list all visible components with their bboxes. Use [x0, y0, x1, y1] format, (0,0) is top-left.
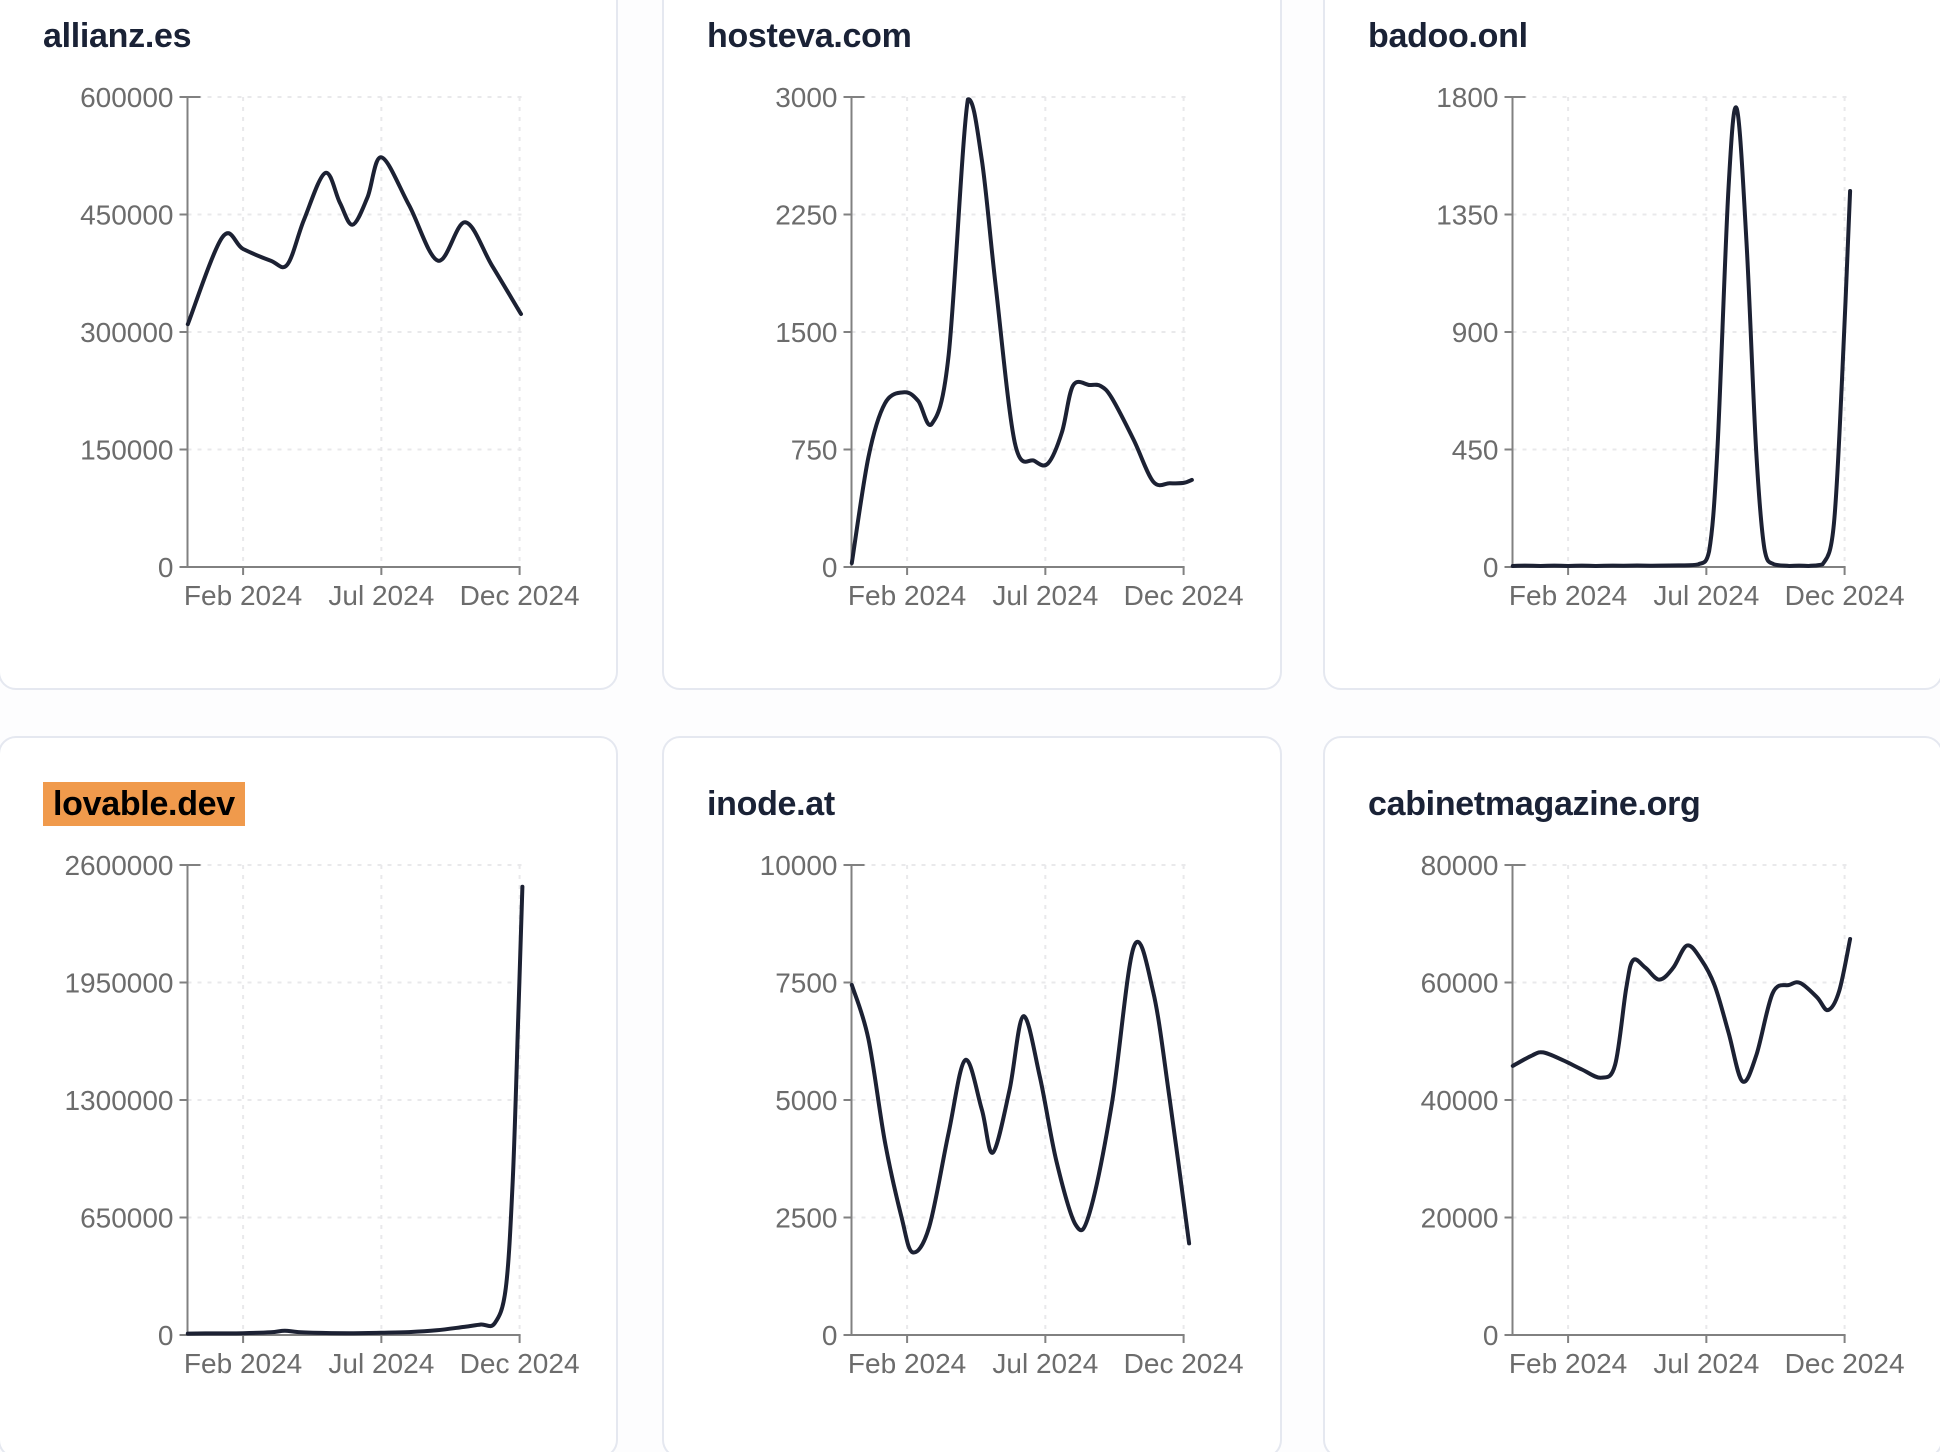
y-axis-tick-label: 450 — [1452, 435, 1499, 466]
y-axis-tick-label: 450000 — [80, 200, 173, 231]
y-axis-tick-label: 150000 — [80, 435, 173, 466]
x-axis-tick-label: Dec 2024 — [460, 1348, 580, 1379]
y-axis-tick-label: 7500 — [775, 968, 837, 999]
chart-card-inode-at: inode.at 0 2500 5000 7500 10000 Feb 2024 Jul 2… — [662, 736, 1282, 1452]
chart-axes — [1504, 864, 1846, 1343]
x-axis-tick-label: Feb 2024 — [184, 1348, 302, 1379]
y-axis-tick-label: 0 — [1483, 1320, 1499, 1351]
chart-card-lovable-dev: lovable.dev 0 650000 1300000 1950000 2600000… — [0, 736, 618, 1452]
chart-gridlines — [187, 96, 527, 567]
axis-tick-labels: 0 150000 300000 450000 600000 Feb 2024 Jul 202… — [80, 82, 579, 611]
y-axis-tick-label: 650000 — [80, 1203, 173, 1234]
y-axis-tick-label: 1950000 — [64, 968, 173, 999]
x-axis-tick-label: Jul 2024 — [992, 1348, 1098, 1379]
trend-line — [185, 884, 525, 1336]
chart-title: allianz.es — [43, 16, 192, 56]
y-axis-tick-label: 0 — [822, 1320, 838, 1351]
y-axis-tick-label: 900 — [1452, 317, 1499, 348]
y-axis-tick-label: 0 — [822, 552, 838, 583]
y-axis-tick-label: 3000 — [775, 82, 837, 113]
y-axis-tick-label: 0 — [158, 552, 174, 583]
y-axis-tick-label: 1300000 — [64, 1085, 173, 1116]
x-axis-tick-label: Jul 2024 — [328, 580, 434, 611]
domain-name-label-highlighted: lovable.dev — [43, 782, 245, 826]
axis-tick-labels: 0 650000 1300000 1950000 2600000 Feb 2024 Jul … — [64, 850, 579, 1379]
chart-gridlines — [1512, 96, 1852, 567]
x-axis-tick-label: Dec 2024 — [460, 580, 580, 611]
y-axis-tick-label: 750 — [791, 435, 838, 466]
x-axis-tick-label: Jul 2024 — [1653, 1348, 1759, 1379]
y-axis-tick-label: 80000 — [1421, 850, 1499, 881]
x-axis-tick-label: Jul 2024 — [992, 580, 1098, 611]
domain-name-label: inode.at — [707, 785, 835, 823]
y-axis-tick-label: 300000 — [80, 317, 173, 348]
x-axis-tick-label: Dec 2024 — [1785, 1348, 1905, 1379]
chart-card-cabinetmagazine-org: cabinetmagazine.org 0 20000 40000 60000 8000… — [1323, 736, 1940, 1452]
domain-name-label: cabinetmagazine.org — [1368, 785, 1701, 823]
axis-tick-labels: 0 2500 5000 7500 10000 Feb 2024 Jul 2024 Dec 20… — [760, 850, 1244, 1379]
y-axis-tick-label: 20000 — [1421, 1203, 1499, 1234]
trend-line — [849, 97, 1194, 566]
y-axis-tick-label: 2500 — [775, 1203, 837, 1234]
y-axis-tick-label: 2600000 — [64, 850, 173, 881]
x-axis-tick-label: Feb 2024 — [848, 1348, 966, 1379]
y-axis-tick-label: 10000 — [760, 850, 838, 881]
x-axis-tick-label: Dec 2024 — [1124, 580, 1244, 611]
y-axis-tick-label: 1800 — [1436, 82, 1498, 113]
chart-title: lovable.dev — [43, 782, 245, 826]
axis-tick-labels: 0 750 1500 2250 3000 Feb 2024 Jul 2024 Dec 2024 — [775, 82, 1243, 611]
axis-tick-labels: 0 20000 40000 60000 80000 Feb 2024 Jul 2024 Dec… — [1421, 850, 1905, 1379]
chart-card-allianz-es: allianz.es 0 150000 300000 450000 600000 Feb … — [0, 0, 618, 690]
trend-line — [849, 939, 1192, 1255]
chart-axes — [1504, 96, 1846, 575]
line-chart: 0 20000 40000 60000 80000 Feb 2024 Jul 2024 Dec… — [1421, 850, 1905, 1379]
axis-tick-labels: 0 450 900 1350 1800 Feb 2024 Jul 2024 Dec 2024 — [1436, 82, 1904, 611]
chart-axes — [843, 96, 1185, 575]
y-axis-tick-label: 0 — [1483, 552, 1499, 583]
line-chart: 0 750 1500 2250 3000 Feb 2024 Jul 2024 Dec 2024 — [775, 82, 1243, 611]
chart-gridlines — [1512, 864, 1852, 1335]
y-axis-tick-label: 5000 — [775, 1085, 837, 1116]
y-axis-tick-label: 2250 — [775, 200, 837, 231]
domain-name-label: allianz.es — [43, 17, 192, 55]
line-chart: 0 2500 5000 7500 10000 Feb 2024 Jul 2024 Dec 20… — [760, 850, 1244, 1379]
x-axis-tick-label: Feb 2024 — [848, 580, 966, 611]
y-axis-tick-label: 1350 — [1436, 200, 1498, 231]
domain-name-label: badoo.onl — [1368, 17, 1528, 55]
y-axis-tick-label: 60000 — [1421, 968, 1499, 999]
y-axis-tick-label: 1500 — [775, 317, 837, 348]
chart-gridlines — [851, 96, 1191, 567]
x-axis-tick-label: Feb 2024 — [1509, 1348, 1627, 1379]
y-axis-tick-label: 0 — [158, 1320, 174, 1351]
chart-gridlines — [851, 864, 1191, 1335]
chart-title: badoo.onl — [1368, 16, 1528, 56]
chart-title: inode.at — [707, 784, 835, 824]
x-axis-tick-label: Jul 2024 — [328, 1348, 434, 1379]
y-axis-tick-label: 40000 — [1421, 1085, 1499, 1116]
x-axis-tick-label: Dec 2024 — [1785, 580, 1905, 611]
chart-card-hosteva-com: hosteva.com 0 750 1500 2250 3000 Feb 2024 Jul … — [662, 0, 1282, 690]
chart-title: hosteva.com — [707, 16, 912, 56]
x-axis-tick-label: Feb 2024 — [1509, 580, 1627, 611]
line-chart: 0 450 900 1350 1800 Feb 2024 Jul 2024 Dec 2024 — [1436, 82, 1904, 611]
chart-gridlines — [187, 864, 527, 1335]
trend-line — [1510, 105, 1853, 568]
domain-name-label: hosteva.com — [707, 17, 912, 55]
trend-line — [1510, 937, 1853, 1084]
chart-axes — [179, 864, 521, 1343]
x-axis-tick-label: Jul 2024 — [1653, 580, 1759, 611]
trend-line — [185, 155, 523, 327]
chart-axes — [179, 96, 521, 575]
chart-axes — [843, 864, 1185, 1343]
y-axis-tick-label: 600000 — [80, 82, 173, 113]
x-axis-tick-label: Feb 2024 — [184, 580, 302, 611]
chart-title: cabinetmagazine.org — [1368, 784, 1701, 824]
x-axis-tick-label: Dec 2024 — [1124, 1348, 1244, 1379]
line-chart: 0 650000 1300000 1950000 2600000 Feb 2024 Jul … — [64, 850, 579, 1379]
chart-card-badoo-onl: badoo.onl 0 450 900 1350 1800 Feb 2024 Jul 202… — [1323, 0, 1940, 690]
line-chart: 0 150000 300000 450000 600000 Feb 2024 Jul 202… — [80, 82, 579, 611]
